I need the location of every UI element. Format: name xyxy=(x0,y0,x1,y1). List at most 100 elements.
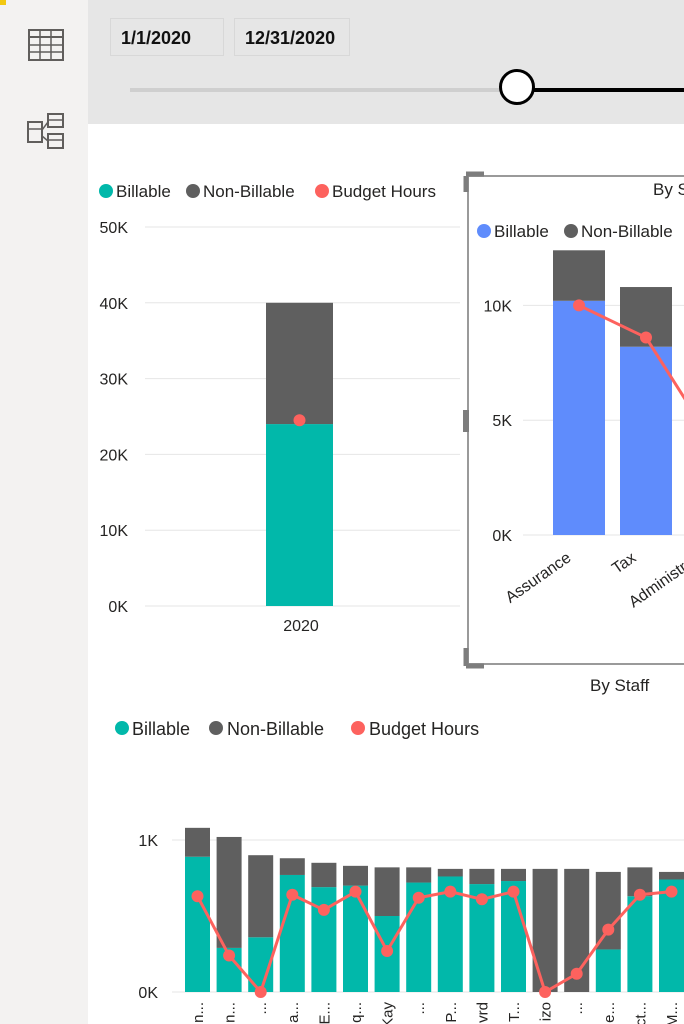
bar-non-billable xyxy=(266,302,333,425)
date-slider-selected-range xyxy=(518,88,684,92)
bar-non-billable xyxy=(216,836,242,948)
x-tick-label: 2020 xyxy=(283,618,319,635)
x-tick-label: ... xyxy=(411,1002,428,1015)
x-tick-label: ct... xyxy=(632,1002,649,1024)
bar-non-billable xyxy=(595,871,621,950)
model-view-icon[interactable] xyxy=(26,112,66,152)
y-tick-label: 5K xyxy=(492,413,512,430)
legend-budget-label: Budget Hours xyxy=(369,719,479,739)
date-slider-track[interactable] xyxy=(130,88,510,92)
legend-billable-label: Billable xyxy=(132,719,190,739)
budget-hours-point xyxy=(349,885,362,898)
budget-hours-point xyxy=(381,944,394,957)
resize-handle-bottom-left[interactable] xyxy=(463,648,484,669)
budget-hours-point xyxy=(633,888,646,901)
legend-billable-marker xyxy=(99,184,113,198)
active-page-marker xyxy=(0,0,6,5)
budget-hours-point xyxy=(507,885,520,898)
x-tick-label: izo xyxy=(538,1002,555,1021)
bar-non-billable xyxy=(343,865,368,886)
x-tick-label: Kay xyxy=(380,1002,397,1024)
budget-hours-point xyxy=(640,331,652,344)
staff-chart[interactable]: By Staff Billable Non-Billable Budget Ho… xyxy=(115,676,684,1024)
budget-hours-point xyxy=(602,923,615,936)
bar-non-billable xyxy=(311,862,337,888)
year-chart-legend: Billable Non-Billable Budget Hours xyxy=(99,182,436,201)
end-date-input[interactable]: 12/31/2020 xyxy=(234,18,350,56)
bar-non-billable xyxy=(406,867,432,883)
x-tick-label: E... xyxy=(316,1002,333,1024)
legend-billable-marker xyxy=(115,721,129,735)
budget-hours-point xyxy=(444,885,457,898)
x-tick-label: Tax xyxy=(609,549,639,577)
y-tick-label: 1K xyxy=(138,833,158,850)
bar-billable xyxy=(185,856,210,992)
x-tick-label: Assurance xyxy=(503,549,575,606)
service-chart[interactable]: By S Billable Non-Billable 0K 5K 10K Assur… xyxy=(463,171,684,669)
legend-non-billable-marker xyxy=(209,721,223,735)
budget-hours-point xyxy=(570,967,583,980)
x-tick-label: P... xyxy=(443,1002,460,1023)
x-tick-label: e... xyxy=(601,1002,618,1023)
legend-budget-marker xyxy=(351,721,365,735)
selection-frame xyxy=(463,171,684,669)
legend-non-billable-marker xyxy=(186,184,200,198)
y-tick-label: 0K xyxy=(138,985,158,1002)
y-tick-label: 10K xyxy=(100,523,129,540)
service-chart-legend: Billable Non-Billable xyxy=(477,222,673,241)
budget-hours-point xyxy=(191,890,204,903)
x-tick-label: q... xyxy=(348,1002,365,1023)
staff-chart-legend: Billable Non-Billable Budget Hours xyxy=(115,719,479,739)
bar-non-billable xyxy=(374,867,400,916)
budget-hours-point xyxy=(223,949,236,962)
legend-non-billable-marker xyxy=(564,224,578,238)
budget-hours-point xyxy=(254,986,267,998)
x-tick-label: a... xyxy=(285,1002,302,1023)
bar-billable xyxy=(627,896,653,992)
x-tick-label: n... xyxy=(190,1002,207,1023)
budget-hours-point xyxy=(317,903,330,916)
y-tick-label: 40K xyxy=(100,296,129,313)
y-tick-label: 10K xyxy=(484,298,513,315)
bar-billable xyxy=(343,885,368,992)
bar-non-billable xyxy=(248,855,274,938)
bar-billable xyxy=(501,881,526,992)
date-slider-handle[interactable] xyxy=(499,69,535,105)
start-date-input[interactable]: 1/1/2020 xyxy=(110,18,224,56)
service-chart-title: By S xyxy=(653,180,684,199)
bar-billable xyxy=(311,887,337,992)
budget-hours-point xyxy=(286,888,299,901)
table-view-icon[interactable] xyxy=(26,25,66,65)
legend-non-billable-label: Non-Billable xyxy=(203,182,295,201)
budget-hours-point xyxy=(539,986,552,998)
y-tick-label: 0K xyxy=(108,599,128,616)
bar-non-billable xyxy=(501,868,526,882)
legend-non-billable-label: Non-Billable xyxy=(581,222,673,241)
legend-billable-label: Billable xyxy=(116,182,171,201)
bar-non-billable xyxy=(469,868,495,885)
y-tick-label: 0K xyxy=(492,528,512,545)
budget-hours-line xyxy=(578,304,684,401)
x-tick-label: ... xyxy=(569,1002,586,1015)
date-range-slicer: 1/1/2020 12/31/2020 xyxy=(88,0,684,124)
budget-hours-point xyxy=(412,891,425,904)
budget-hours-line xyxy=(196,889,672,995)
x-tick-label: ... xyxy=(253,1002,270,1015)
resize-handle-left[interactable] xyxy=(463,410,469,432)
bar-billable xyxy=(553,300,605,535)
bar-billable xyxy=(659,879,684,992)
bar-non-billable xyxy=(279,858,305,875)
resize-handle-top-left[interactable] xyxy=(463,171,484,192)
bar-non-billable xyxy=(532,868,558,992)
y-tick-label: 30K xyxy=(100,372,129,389)
y-tick-label: 20K xyxy=(100,447,129,464)
legend-budget-label: Budget Hours xyxy=(332,182,436,201)
year-chart[interactable]: Billable Non-Billable Budget Hours 0K 10K… xyxy=(99,182,460,635)
legend-billable-marker xyxy=(477,224,491,238)
bar-non-billable xyxy=(553,250,605,301)
left-navigation-rail xyxy=(0,0,89,1024)
bar-billable xyxy=(595,949,621,992)
legend-billable-label: Billable xyxy=(494,222,549,241)
legend-non-billable-label: Non-Billable xyxy=(227,719,324,739)
